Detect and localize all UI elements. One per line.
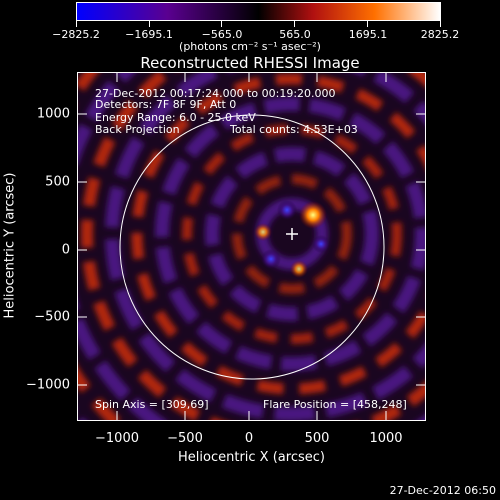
y-tick-label: 0	[61, 242, 70, 258]
colorbar-tick-label: 565.0	[279, 28, 311, 41]
info-time: 27-Dec-2012 00:17:24.000 to 00:19:20.000	[95, 87, 336, 100]
info-method: Back Projection	[95, 123, 180, 136]
x-tick-label: 1000	[369, 431, 403, 446]
colorbar-tick-label: 1695.1	[348, 28, 388, 41]
colorbar-tick-label: 2825.2	[420, 28, 460, 41]
image-plot	[77, 72, 426, 421]
y-tick-label: −500	[34, 309, 70, 325]
colorbar-units: (photons cm⁻² s⁻¹ asec⁻²)	[179, 40, 321, 53]
colorbar	[76, 2, 441, 21]
info-counts: Total counts: 4.53E+03	[230, 123, 358, 136]
x-tick-label: −1000	[95, 431, 139, 446]
colorbar-tick-label: −2825.2	[52, 28, 100, 41]
image-title: Reconstructed RHESSI Image	[140, 54, 360, 72]
info-detectors: Detectors: 7F 8F 9F, Att 0	[95, 98, 237, 111]
x-tick-label: 500	[304, 431, 330, 446]
info-spin-axis: Spin Axis = [309,69]	[95, 398, 209, 411]
x-axis-label: Heliocentric X (arcsec)	[178, 450, 325, 465]
x-tick-label: −500	[167, 431, 203, 446]
footer-timestamp: 27-Dec-2012 06:50	[389, 484, 496, 497]
y-tick-label: 1000	[36, 106, 70, 122]
x-tick-label: 0	[244, 431, 254, 446]
y-tick-label: 500	[45, 174, 70, 190]
y-axis-label: Heliocentric Y (arcsec)	[2, 172, 18, 319]
info-flare-position: Flare Position = [458,248]	[263, 398, 407, 411]
colorbar-tick-label: −565.0	[201, 28, 243, 41]
y-tick-label: −1000	[26, 377, 70, 393]
colorbar-tick-label: −1695.1	[125, 28, 173, 41]
colorbar-ticks	[76, 21, 441, 27]
info-energy: Energy Range: 6.0 - 25.0 keV	[95, 111, 256, 124]
